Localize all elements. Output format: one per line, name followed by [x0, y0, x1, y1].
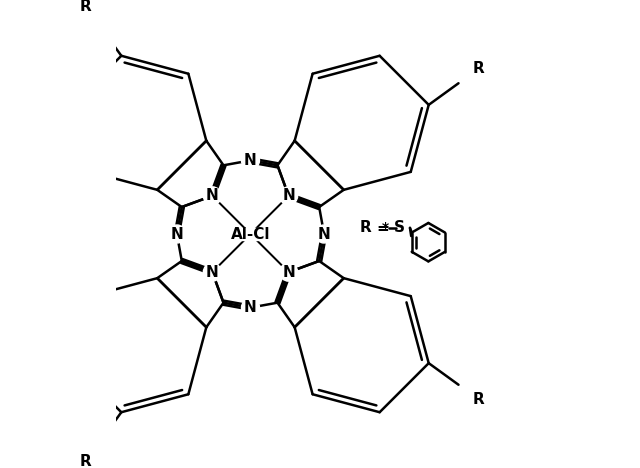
Text: R: R: [79, 454, 92, 468]
Text: N: N: [244, 153, 257, 168]
Text: Al-Cl: Al-Cl: [231, 227, 270, 241]
Text: N: N: [170, 227, 183, 241]
Text: R: R: [360, 220, 371, 235]
Text: N: N: [282, 188, 295, 203]
Text: N: N: [317, 227, 330, 241]
Text: R: R: [472, 61, 484, 76]
Text: R: R: [79, 0, 92, 14]
Text: R: R: [472, 392, 484, 407]
Circle shape: [315, 225, 333, 243]
Circle shape: [280, 263, 298, 281]
Text: N: N: [206, 188, 219, 203]
Text: =: =: [376, 221, 389, 236]
Circle shape: [204, 263, 221, 281]
Circle shape: [241, 152, 259, 169]
Text: S: S: [394, 220, 405, 235]
Circle shape: [241, 299, 259, 316]
Circle shape: [168, 225, 186, 243]
Text: *: *: [382, 221, 389, 235]
Text: N: N: [282, 265, 295, 280]
Circle shape: [204, 187, 221, 205]
Text: N: N: [206, 265, 219, 280]
Text: N: N: [244, 300, 257, 315]
Bar: [232, 228, 269, 240]
Circle shape: [280, 187, 298, 205]
